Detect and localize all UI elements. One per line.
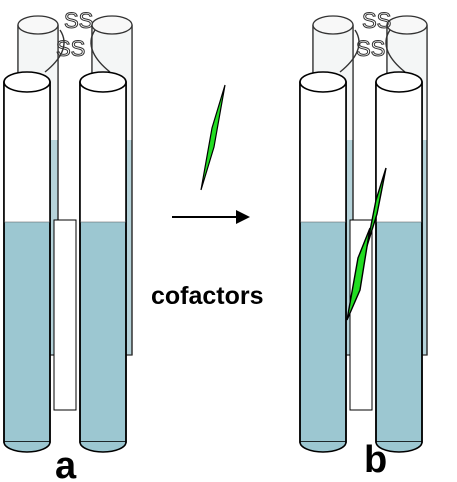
cofactor-icon — [200, 84, 226, 191]
right-arrow-icon — [172, 210, 250, 224]
cofactors-label: cofactors — [151, 282, 264, 310]
bound-cofactor-lower-icon — [346, 227, 371, 321]
disulfide-label-b-mid: SS — [356, 36, 385, 61]
panel-label-b: b — [364, 439, 387, 481]
disulfide-label-a-mid: SS — [56, 36, 85, 61]
helix-bundle-b: SS SS — [299, 8, 428, 453]
disulfide-label-b-top: SS — [362, 8, 391, 33]
panel-label-a: a — [55, 445, 77, 482]
helix-bundle-a: SS SS — [3, 8, 133, 453]
disulfide-label-a-top: SS — [64, 8, 93, 33]
